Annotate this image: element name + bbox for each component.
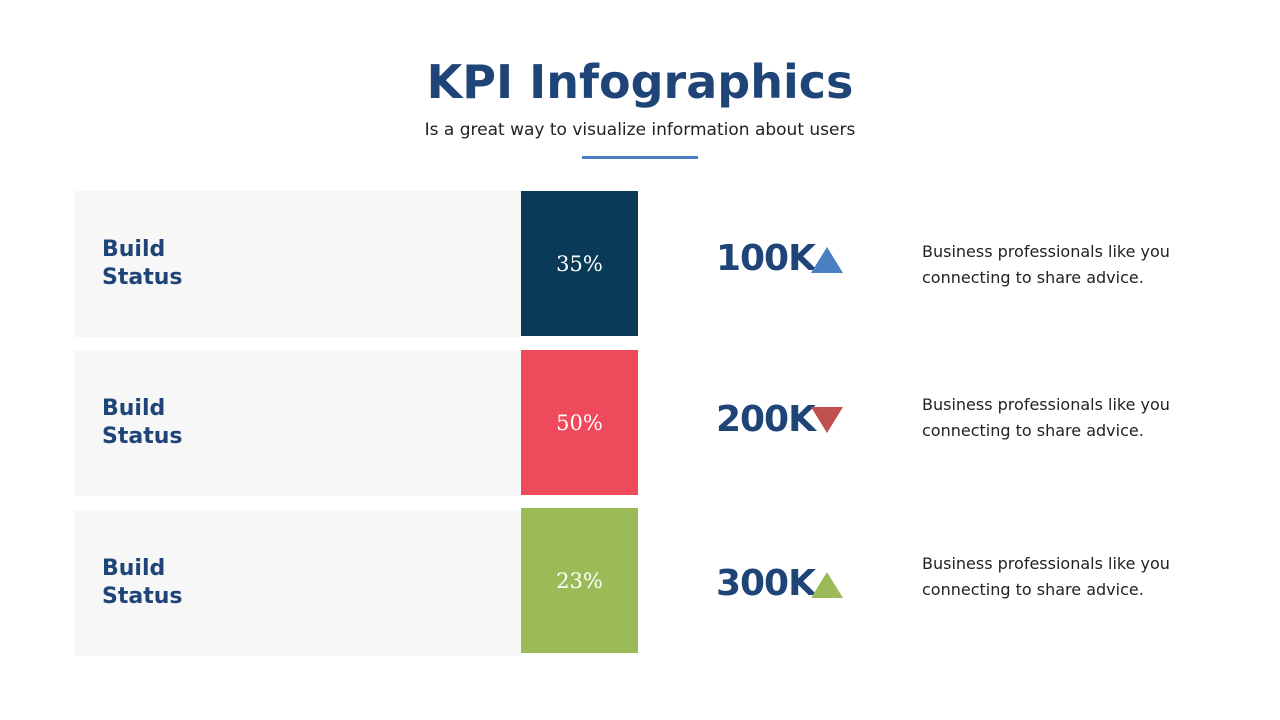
kpi-row-2: Build Status 50% 200K Business professio… [0, 350, 1280, 496]
description-line1: Business professionals like you [922, 242, 1170, 261]
row-description: Business professionals like you connecti… [922, 392, 1182, 444]
row-label-line1: Build [102, 237, 166, 262]
percent-box: 23% [521, 508, 638, 653]
row-label-line1: Build [102, 396, 166, 421]
triangle-up-icon [811, 247, 843, 273]
percent-value: 23% [556, 568, 603, 593]
row-label-line2: Status [102, 265, 183, 290]
description-line2: connecting to share advice. [922, 580, 1144, 599]
row-label-panel: Build Status [74, 510, 521, 656]
row-label: Build Status [102, 395, 282, 451]
row-label-line2: Status [102, 584, 183, 609]
kpi-value: 100K [715, 238, 816, 279]
description-line1: Business professionals like you [922, 554, 1170, 573]
description-line2: connecting to share advice. [922, 421, 1144, 440]
kpi-value: 200K [715, 399, 816, 440]
row-label-panel: Build Status [74, 350, 521, 496]
description-line2: connecting to share advice. [922, 268, 1144, 287]
row-label: Build Status [102, 236, 282, 292]
triangle-down-icon [811, 407, 843, 433]
row-description: Business professionals like you connecti… [922, 239, 1182, 291]
kpi-row-1: Build Status 35% 100K Business professio… [0, 191, 1280, 337]
kpi-value: 300K [715, 563, 816, 604]
title-divider [582, 156, 698, 159]
description-line1: Business professionals like you [922, 395, 1170, 414]
kpi-row-3: Build Status 23% 300K Business professio… [0, 508, 1280, 656]
page-subtitle: Is a great way to visualize information … [424, 120, 856, 140]
percent-box: 35% [521, 191, 638, 336]
row-label-line2: Status [102, 424, 183, 449]
percent-box: 50% [521, 350, 638, 495]
row-description: Business professionals like you connecti… [922, 551, 1182, 603]
row-label-line1: Build [102, 556, 166, 581]
row-label: Build Status [102, 555, 282, 611]
percent-value: 35% [556, 251, 603, 276]
row-label-panel: Build Status [74, 191, 521, 337]
percent-value: 50% [556, 410, 603, 435]
triangle-up-icon [811, 572, 843, 598]
page-title: KPI Infographics [426, 55, 854, 109]
